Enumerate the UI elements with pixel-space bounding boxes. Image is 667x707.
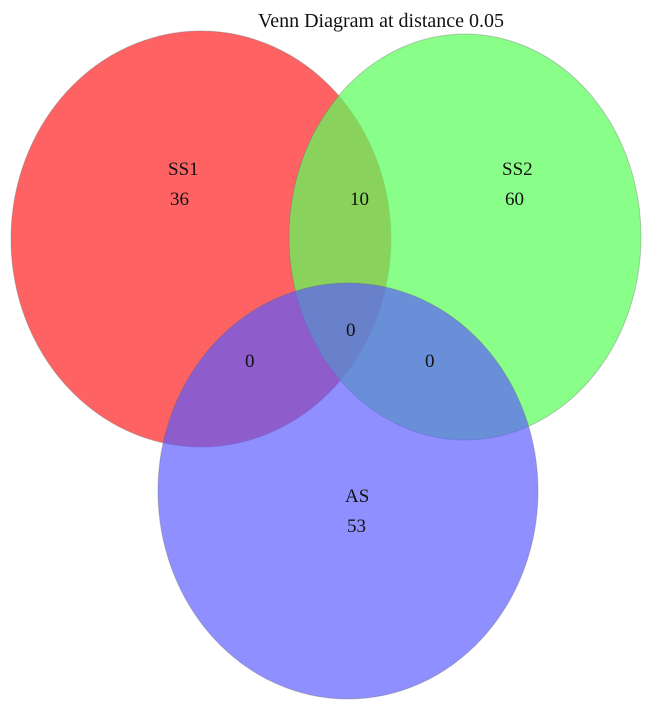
diagram-title: Venn Diagram at distance 0.05 <box>258 10 505 32</box>
ss1-count: 36 <box>170 189 189 210</box>
ss2-as-intersection-count: 0 <box>425 351 435 372</box>
ss1-label: SS1 <box>168 159 199 180</box>
as-circle <box>157 282 539 700</box>
ss2-label: SS2 <box>502 159 533 180</box>
ss2-count: 60 <box>505 189 524 210</box>
ss1-as-intersection-count: 0 <box>245 351 255 372</box>
all-sets-intersection-count: 0 <box>346 320 356 341</box>
ss1-ss2-intersection-count: 10 <box>350 189 369 210</box>
as-count: 53 <box>347 516 366 537</box>
as-label: AS <box>345 486 369 507</box>
